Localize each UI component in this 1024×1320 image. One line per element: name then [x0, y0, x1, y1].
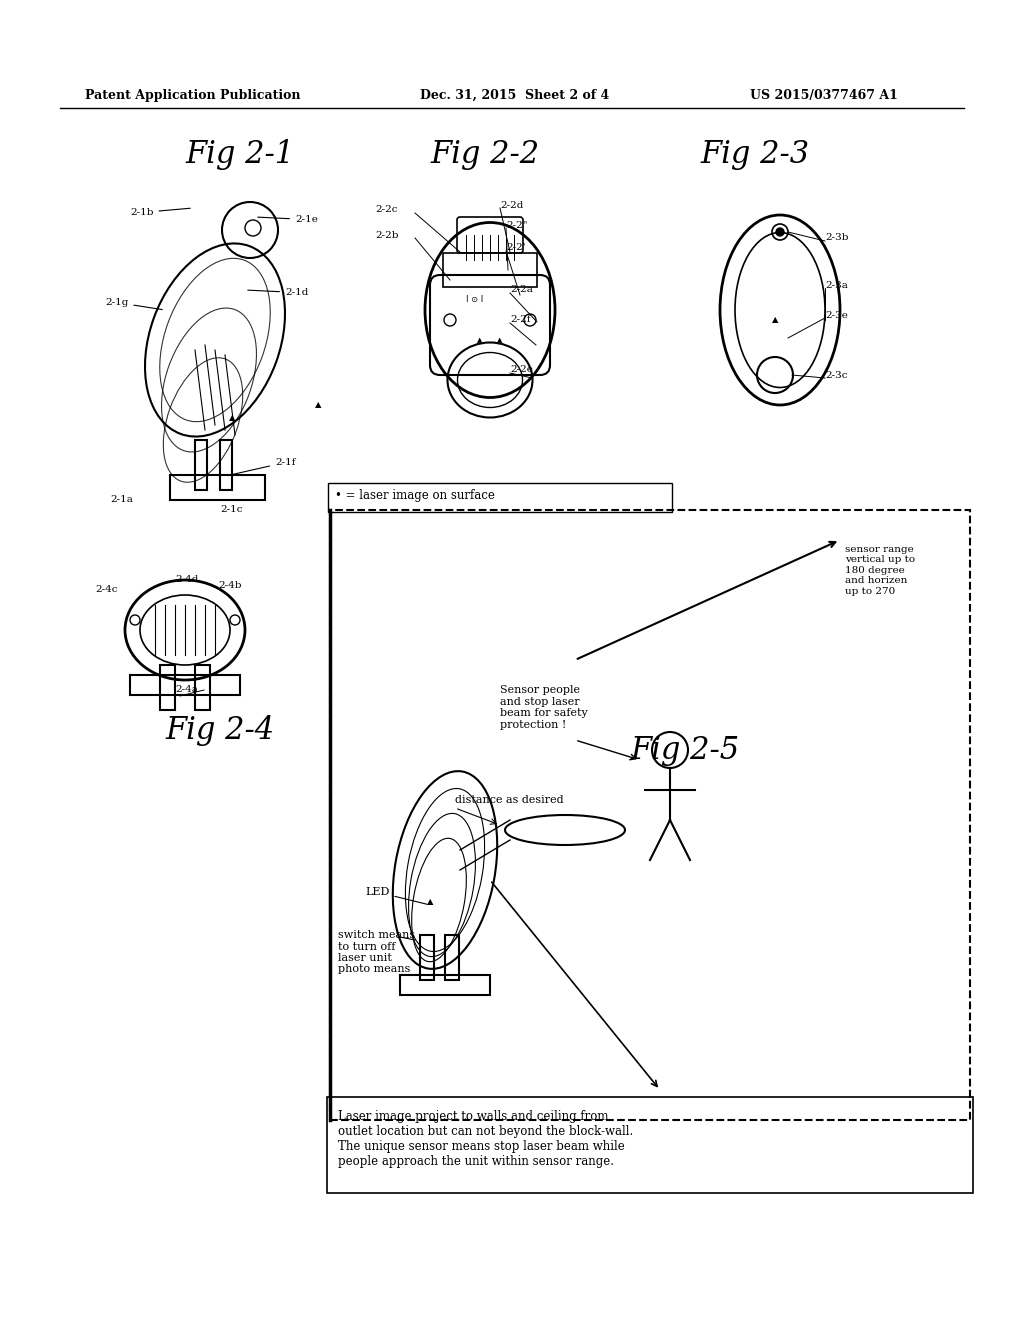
Text: 2-4b: 2-4b — [218, 581, 242, 590]
Text: 2-1g: 2-1g — [105, 298, 162, 310]
Text: ▲: ▲ — [498, 337, 503, 343]
Text: 2-2b: 2-2b — [375, 231, 398, 239]
Text: I ⊙ I: I ⊙ I — [466, 296, 483, 305]
Text: Fig 2-1: Fig 2-1 — [185, 140, 294, 170]
Text: photo means: photo means — [338, 964, 417, 974]
Text: 2-2a: 2-2a — [510, 285, 532, 294]
Text: 2-3b: 2-3b — [825, 234, 849, 243]
Text: ▲: ▲ — [427, 898, 433, 907]
Text: US 2015/0377467 A1: US 2015/0377467 A1 — [750, 88, 898, 102]
Text: ▲: ▲ — [314, 400, 322, 409]
Text: Dec. 31, 2015  Sheet 2 of 4: Dec. 31, 2015 Sheet 2 of 4 — [420, 88, 609, 102]
Text: 2-1f: 2-1f — [232, 458, 296, 474]
Text: 2-1e: 2-1e — [258, 215, 317, 224]
Text: Fig 2-4: Fig 2-4 — [165, 714, 274, 746]
Circle shape — [776, 228, 784, 236]
Text: 2-4c: 2-4c — [95, 586, 118, 594]
Text: Sensor people
and stop laser
beam for safety
protection !: Sensor people and stop laser beam for sa… — [500, 685, 588, 730]
Text: LED: LED — [365, 887, 427, 904]
Text: switch means
to turn off
laser unit: switch means to turn off laser unit — [338, 931, 415, 964]
Text: 2-3a: 2-3a — [825, 281, 848, 289]
Text: Fig 2-2: Fig 2-2 — [430, 140, 539, 170]
Text: ▲: ▲ — [477, 337, 482, 343]
Text: ▲: ▲ — [228, 413, 236, 422]
Text: Fig 2-5: Fig 2-5 — [630, 734, 739, 766]
Text: 2-1d: 2-1d — [248, 288, 308, 297]
Text: ▲: ▲ — [772, 315, 778, 325]
Text: distance as desired: distance as desired — [455, 795, 563, 805]
Text: 2-2e: 2-2e — [510, 366, 532, 375]
Text: 2-3e: 2-3e — [825, 310, 848, 319]
Text: Laser image project to walls and ceiling from
outlet location but can not beyond: Laser image project to walls and ceiling… — [338, 1110, 633, 1168]
Text: 2-4d: 2-4d — [175, 576, 199, 585]
Text: 2-1a: 2-1a — [110, 495, 133, 504]
Text: • = laser image on surface: • = laser image on surface — [335, 488, 495, 502]
Text: Patent Application Publication: Patent Application Publication — [85, 88, 300, 102]
Text: 2-2': 2-2' — [506, 243, 525, 252]
Text: 2-2": 2-2" — [506, 220, 527, 230]
Text: Fig 2-3: Fig 2-3 — [700, 140, 809, 170]
Text: sensor range
vertical up to
180 degree
and horizen
up to 270: sensor range vertical up to 180 degree a… — [845, 545, 915, 595]
Text: 2-3c: 2-3c — [825, 371, 848, 380]
Text: 2-2f: 2-2f — [510, 315, 530, 325]
Text: 2-1b: 2-1b — [130, 209, 190, 216]
Text: 2-1c: 2-1c — [220, 506, 243, 515]
Text: 2-2c: 2-2c — [375, 206, 397, 214]
Text: 2-2d: 2-2d — [500, 201, 523, 210]
Text: 2-4a: 2-4a — [175, 685, 198, 694]
